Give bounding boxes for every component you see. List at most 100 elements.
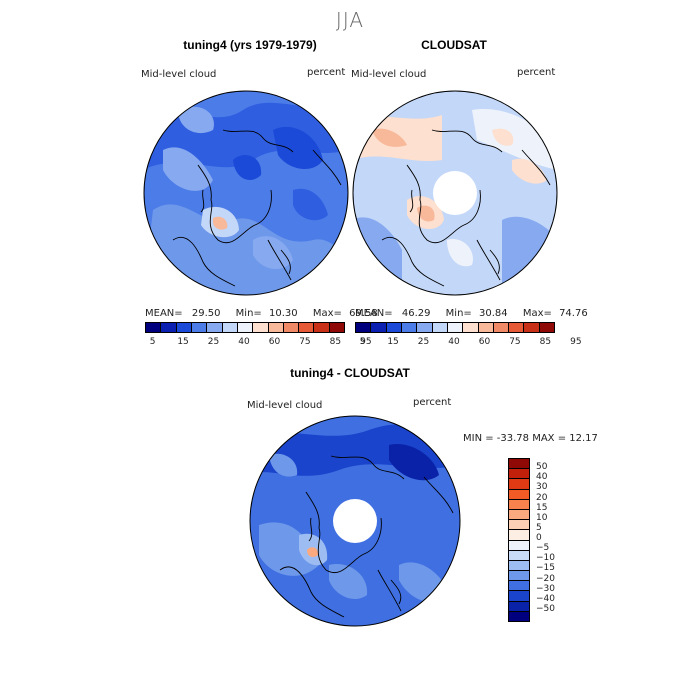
colorbar-swatch: [509, 520, 529, 531]
colorbar-tick-label: 60: [268, 337, 281, 347]
panel-2-variable: Mid-level cloud: [351, 69, 427, 80]
panel-3-polar-map: [249, 415, 461, 627]
colorbar-tick-label: 15: [387, 337, 399, 347]
colorbar-swatch: [299, 323, 315, 332]
colorbar-tick-label: 40: [536, 472, 548, 483]
colorbar-swatch: [509, 581, 529, 592]
colorbar-swatch: [509, 550, 529, 561]
colorbar-tick-label: −15: [536, 563, 555, 574]
colorbar-swatch: [509, 530, 529, 541]
colorbar-swatch: [371, 323, 387, 332]
colorbar-tick-label: −10: [536, 553, 555, 564]
colorbar-swatch: [222, 323, 238, 332]
colorbar-tick-label: 20: [536, 492, 548, 503]
panel-1-max-value: 69.58: [349, 308, 378, 319]
colorbar-swatch: [509, 571, 529, 582]
colorbar-swatch: [509, 560, 529, 572]
colorbar-tick-label: −50: [536, 603, 555, 614]
colorbar-swatch: [509, 479, 529, 490]
colorbar-tick-label: 10: [536, 512, 548, 523]
colorbar-swatch: [432, 323, 448, 332]
panel-2-title: CLOUDSAT: [421, 38, 487, 52]
panel-3-title: tuning4 - CLOUDSAT: [290, 366, 410, 380]
colorbar-tick-label: 40: [448, 337, 460, 347]
colorbar-swatch: [509, 591, 529, 602]
panel-2-stats: MEAN= 46.29 Min= 30.84 Max= 74.76: [355, 308, 588, 319]
colorbar-swatch: [283, 323, 300, 332]
colorbar-swatch: [253, 323, 269, 332]
panel-1-min-label: Min=: [235, 308, 262, 319]
colorbar-swatch: [509, 459, 529, 470]
panel-3-stats: MIN = -33.78 MAX = 12.17: [463, 433, 598, 444]
panel-2-units: percent: [517, 67, 556, 78]
colorbar-swatch: [237, 323, 254, 332]
colorbar-tick-label: 95: [360, 337, 372, 347]
colorbar-swatch: [207, 323, 223, 332]
panel-2-max-label: Max=: [522, 308, 552, 319]
colorbar-swatch: [268, 323, 284, 332]
panel-2-min-label: Min=: [445, 308, 472, 319]
colorbar-swatch: [509, 601, 529, 612]
colorbar-tick-label: 40: [238, 337, 250, 347]
colorbar-swatch: [356, 323, 372, 332]
colorbar-swatch: [314, 323, 330, 332]
panel-3-variable: Mid-level cloud: [247, 400, 323, 411]
colorbar-swatch: [509, 540, 529, 551]
colorbar-swatch: [329, 323, 345, 332]
colorbar-tick-label: 60: [478, 337, 491, 347]
panel-2-mean-label: MEAN=: [355, 308, 393, 319]
colorbar-tick-label: 25: [207, 337, 220, 347]
panel-1-max-label: Max=: [312, 308, 342, 319]
colorbar-swatch: [509, 499, 529, 510]
colorbar-tick-label: −40: [536, 593, 555, 604]
colorbar-tick-label: 50: [536, 462, 548, 473]
panel-1-variable: Mid-level cloud: [141, 69, 217, 80]
colorbar-tick-label: 95: [570, 337, 582, 347]
colorbar-swatch: [417, 323, 433, 332]
panel-1-colorbar: [145, 322, 345, 333]
colorbar-tick-label: 5: [359, 337, 366, 347]
colorbar-tick-label: 25: [417, 337, 430, 347]
panel-2-polar-map: [352, 90, 558, 296]
colorbar-swatch: [191, 323, 208, 332]
colorbar-swatch: [386, 323, 402, 332]
colorbar-swatch: [447, 323, 464, 332]
panel-2-mean-value: 46.29: [401, 308, 431, 319]
colorbar-tick-label: 5: [149, 337, 156, 347]
season-title: JJA: [335, 8, 365, 32]
panel-3-colorbar: [508, 458, 530, 622]
panel-1-mean-value: 29.50: [191, 308, 221, 319]
colorbar-swatch: [463, 323, 479, 332]
colorbar-swatch: [509, 489, 529, 500]
panel-1-polar-map: [143, 90, 349, 296]
colorbar-tick-label: 30: [536, 482, 548, 493]
colorbar-tick-label: 15: [177, 337, 189, 347]
colorbar-tick-label: −5: [536, 543, 550, 554]
panel-3-units: percent: [413, 397, 452, 408]
colorbar-swatch: [161, 323, 177, 332]
colorbar-tick-label: 85: [539, 337, 552, 347]
colorbar-swatch: [509, 323, 525, 332]
colorbar-tick-label: 0: [536, 533, 542, 543]
colorbar-swatch: [146, 323, 162, 332]
colorbar-swatch: [509, 611, 529, 621]
panel-2-colorbar: [355, 322, 555, 333]
panel-2-min-value: 30.84: [478, 308, 508, 319]
colorbar-tick-label: 15: [536, 502, 548, 513]
colorbar-swatch: [509, 509, 529, 521]
panel-1-min-value: 10.30: [268, 308, 298, 319]
colorbar-swatch: [478, 323, 494, 332]
colorbar-swatch: [493, 323, 510, 332]
colorbar-tick-label: −30: [536, 583, 555, 594]
panel-1-mean-label: MEAN=: [145, 308, 183, 319]
colorbar-tick-label: 5: [536, 522, 542, 533]
colorbar-tick-label: 75: [299, 337, 311, 347]
colorbar-swatch: [509, 469, 529, 480]
panel-1-stats: MEAN= 29.50 Min= 10.30 Max= 69.58: [145, 308, 378, 319]
colorbar-swatch: [524, 323, 540, 332]
panel-1-title: tuning4 (yrs 1979-1979): [183, 38, 317, 52]
colorbar-tick-label: 85: [329, 337, 342, 347]
colorbar-swatch: [539, 323, 555, 332]
colorbar-swatch: [176, 323, 192, 332]
panel-1-units: percent: [307, 67, 346, 78]
